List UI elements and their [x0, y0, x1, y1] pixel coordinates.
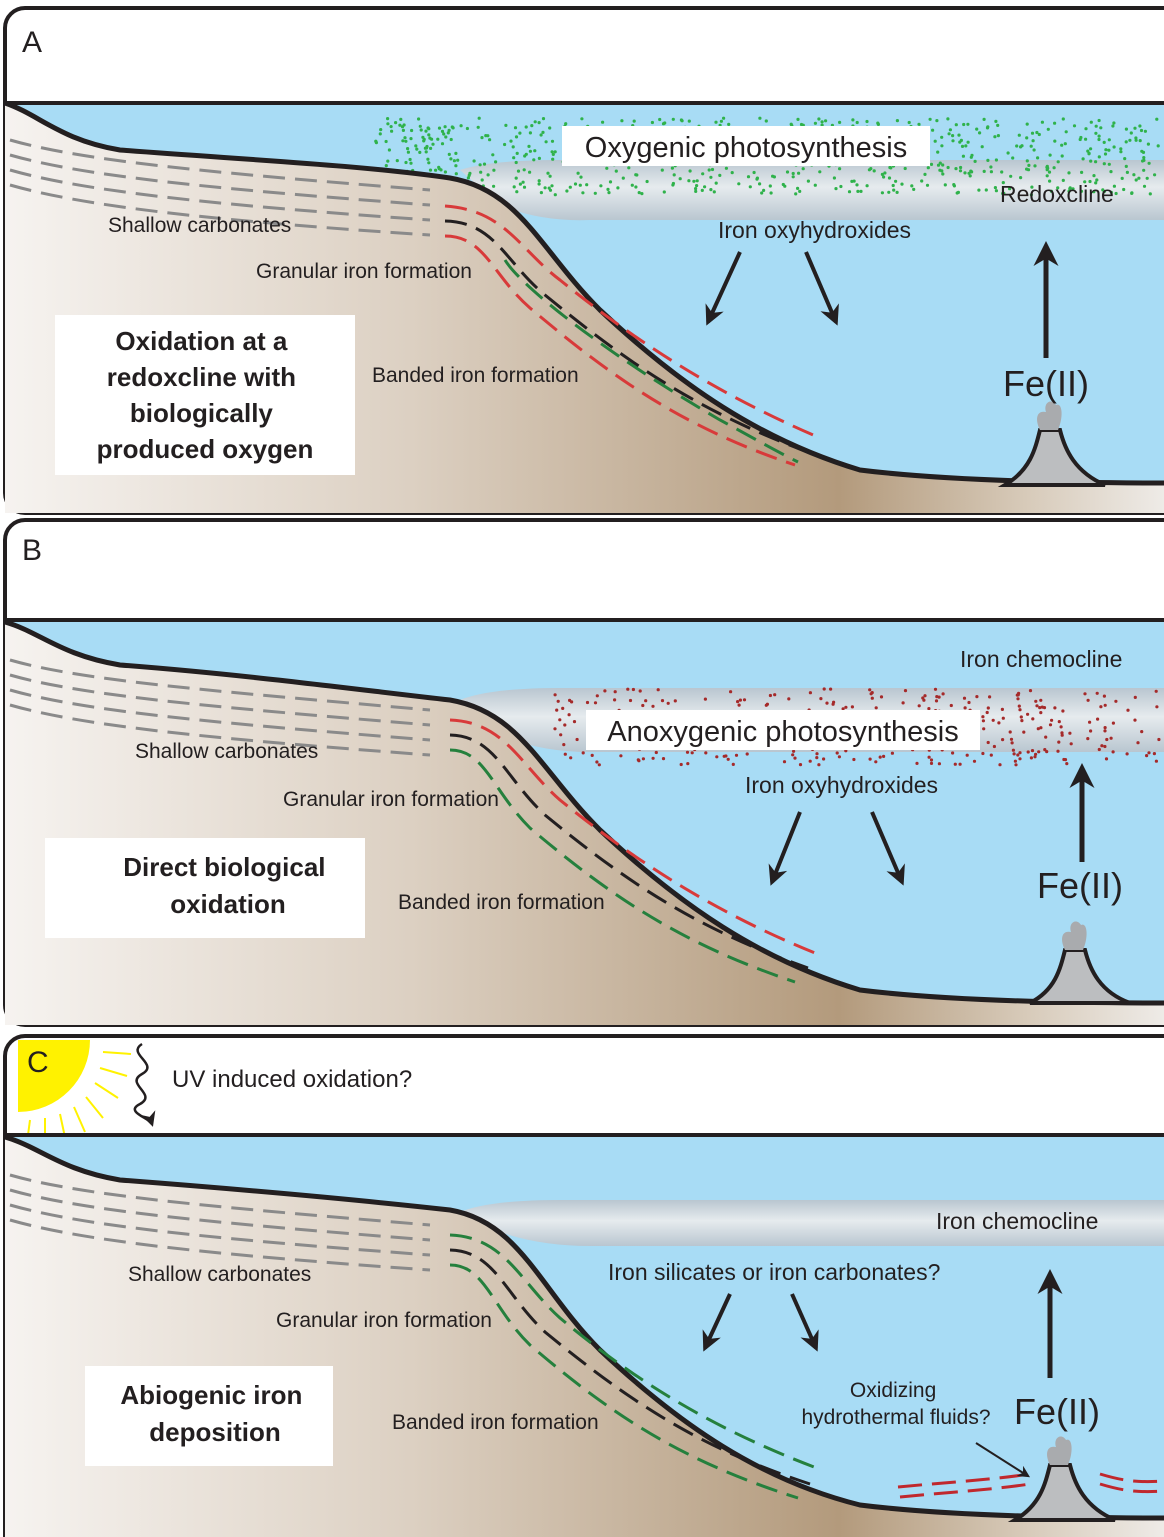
panel-a-vent-plume	[1037, 401, 1062, 430]
panel-b-letter: B	[22, 534, 42, 567]
panel-c-uv-label: UV induced oxidation?	[172, 1066, 412, 1093]
panel-c-arrow-down-right	[790, 1293, 819, 1352]
panel-b-fe-label: Fe(II)	[1037, 865, 1123, 906]
panel-a-photosynthesis-label: Oxygenic photosynthesis	[585, 132, 907, 164]
panel-a-precipitate-label: Iron oxyhydroxides	[718, 217, 911, 243]
panel-a-cline-label: Redoxcline	[1000, 181, 1114, 207]
panel-c-precipitate-label: Iron silicates or iron carbonates?	[608, 1259, 940, 1285]
panel-b: B Direct biological oxidation	[3, 518, 1164, 1027]
panel-c-caption-box	[85, 1366, 333, 1466]
uv-wave-icon	[133, 1042, 156, 1127]
panel-c-fe-label: Fe(II)	[1014, 1391, 1100, 1432]
panel-b-precipitate-label: Iron oxyhydroxides	[745, 772, 938, 798]
panel-b-shallow-label: Shallow carbonates	[135, 740, 318, 763]
panel-a-granular-label: Granular iron formation	[256, 260, 472, 283]
panel-c-seafloor-outline	[4, 1134, 1164, 1521]
panel-c-banded-label: Banded iron formation	[392, 1411, 599, 1434]
panel-c-vent-plume	[1047, 1436, 1072, 1465]
panel-b-photosynthesis-label: Anoxygenic photosynthesis	[607, 716, 958, 748]
panel-a-iron-formation-layers	[444, 204, 821, 467]
panel-a: A Oxidation at a redoxcline w	[3, 6, 1164, 515]
panel-b-caption: Direct biological oxidation	[123, 852, 333, 919]
panel-b-vent	[1029, 921, 1131, 1005]
panel-b-caption-box	[45, 838, 365, 938]
panel-c-chemocline-band	[460, 1200, 1164, 1246]
panel-b-banded-label: Banded iron formation	[398, 891, 605, 914]
panel-b-arrow-down-right	[870, 811, 905, 886]
panel-a-vent	[997, 401, 1106, 487]
panel-a-fe-label: Fe(II)	[1003, 363, 1089, 404]
panel-b-arrow-down-left	[768, 811, 802, 886]
panel-b-shallow-carbonate-layers	[9, 658, 431, 757]
panel-c-vent	[1007, 1436, 1116, 1522]
panel-a-seafloor-outline	[4, 100, 1164, 486]
panel-a-banded-label: Banded iron formation	[372, 364, 579, 387]
panel-a-caption-box	[55, 315, 355, 475]
panel-a-arrow-down-left	[705, 251, 742, 326]
panel-b-seafloor-outline	[4, 619, 1164, 1006]
panel-a-caption: Oxidation at a redoxcline with biologica…	[97, 326, 314, 464]
panel-c-granular-label: Granular iron formation	[276, 1309, 492, 1332]
panel-c-cline-label: Iron chemocline	[936, 1208, 1098, 1234]
panel-c-hydrothermal-label: Oxidizing hydrothermal fluids?	[801, 1379, 990, 1429]
panel-c-arrow-down-left	[702, 1293, 732, 1352]
panel-c-oxide-deposits	[897, 1472, 1164, 1499]
panel-a-photosynthesis-box	[562, 126, 930, 166]
panel-b-iron-formation-layers	[449, 718, 821, 984]
panel-c-caption: Abiogenic iron deposition	[120, 1380, 309, 1447]
panel-c-shallow-label: Shallow carbonates	[128, 1263, 311, 1286]
panel-c-shallow-carbonate-layers	[9, 1173, 431, 1272]
panel-b-granular-label: Granular iron formation	[283, 788, 499, 811]
panel-b-cline-label: Iron chemocline	[960, 646, 1122, 672]
panel-c-iron-formation-layers	[449, 1233, 823, 1500]
panel-c: C UV induced oxidation?	[3, 1034, 1164, 1537]
panel-c-letter: C	[27, 1046, 49, 1079]
panel-a-letter: A	[22, 26, 42, 59]
panel-a-shallow-carbonate-layers	[9, 138, 431, 237]
panel-b-photosynthesis-box	[586, 710, 980, 750]
panel-a-shallow-label: Shallow carbonates	[108, 214, 291, 237]
panel-c-hydrothermal-arrow	[975, 1442, 1031, 1478]
panel-b-vent-plume	[1062, 921, 1087, 950]
panel-a-arrow-down-right	[804, 251, 839, 326]
